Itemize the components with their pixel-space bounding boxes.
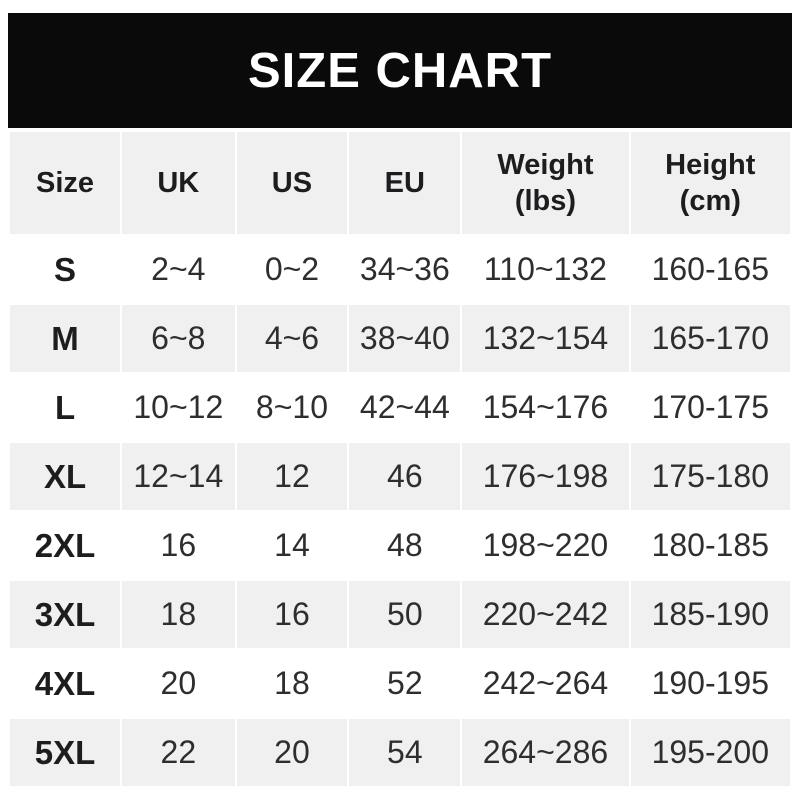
height-cell: 190-195 <box>651 665 769 701</box>
us-cell: 4~6 <box>236 305 348 372</box>
size-chart-table: Size UK US EU Weight (lbs) <box>8 130 792 788</box>
us-cell: 0~2 <box>264 251 320 287</box>
eu-cell: 38~40 <box>349 305 461 372</box>
column-header-label: Weight <box>497 148 594 181</box>
height-cell: 175-180 <box>630 443 790 510</box>
eu-cell: 46 <box>349 443 461 510</box>
eu-cell: 50 <box>349 581 461 648</box>
uk-cell: 16 <box>160 527 197 563</box>
page-title: SIZE CHART <box>248 43 552 98</box>
column-header-label: Height <box>665 148 756 181</box>
weight-cell: 198~220 <box>482 527 609 563</box>
table-row-xl: XL 12~14 12 46 176~198 175-180 <box>10 443 790 510</box>
uk-cell: 2~4 <box>151 251 206 287</box>
table-row-2xl: 2XL 16 14 48 198~220 180-185 <box>10 512 790 579</box>
us-cell: 20 <box>236 719 348 786</box>
weight-cell: 110~132 <box>483 251 607 287</box>
table-row-l: L 10~12 8~10 42~44 154~176 170-175 <box>10 374 790 441</box>
column-header-sublabel: (lbs) <box>514 185 577 217</box>
column-header-sublabel: (cm) <box>679 185 741 217</box>
eu-cell: 52 <box>387 665 423 701</box>
size-cell: 3XL <box>10 581 121 648</box>
height-cell: 185-190 <box>630 581 790 648</box>
uk-cell: 6~8 <box>122 305 235 372</box>
eu-cell: 48 <box>387 527 423 563</box>
weight-cell: 220~242 <box>462 581 629 648</box>
weight-cell: 154~176 <box>482 389 609 425</box>
eu-cell: 34~36 <box>359 251 450 287</box>
size-cell: XL <box>10 443 121 510</box>
us-cell: 8~10 <box>255 389 328 425</box>
column-header-label: UK <box>157 166 200 199</box>
size-cell: M <box>10 305 121 372</box>
size-cell: 5XL <box>10 719 121 786</box>
weight-cell: 132~154 <box>462 305 629 372</box>
column-header-label: US <box>271 166 313 199</box>
uk-cell: 10~12 <box>133 389 224 425</box>
weight-cell: 176~198 <box>462 443 629 510</box>
us-cell: 18 <box>274 665 310 701</box>
height-cell: 165-170 <box>630 305 790 372</box>
title-banner: SIZE CHART <box>8 13 792 128</box>
table-row-m: M 6~8 4~6 38~40 132~154 165-170 <box>10 305 790 372</box>
table-row-s: S 2~4 0~2 34~36 110~132 160-165 <box>10 236 790 303</box>
height-cell: 170-175 <box>651 389 769 425</box>
column-header-size: Size <box>10 132 121 234</box>
column-header-weight: Weight (lbs) <box>462 132 629 234</box>
us-cell: 14 <box>274 527 310 563</box>
uk-cell: 12~14 <box>122 443 235 510</box>
size-cell: 2XL <box>34 526 96 564</box>
column-header-eu: EU <box>349 132 461 234</box>
size-cell: 4XL <box>34 664 96 702</box>
uk-cell: 18 <box>122 581 235 648</box>
us-cell: 12 <box>236 443 348 510</box>
eu-cell: 54 <box>349 719 461 786</box>
column-header-label: EU <box>384 166 425 199</box>
size-cell: S <box>54 250 77 288</box>
uk-cell: 22 <box>122 719 235 786</box>
us-cell: 16 <box>236 581 348 648</box>
column-header-us: US <box>236 132 348 234</box>
column-header-height: Height (cm) <box>630 132 790 234</box>
height-cell: 195-200 <box>630 719 790 786</box>
header-row: Size UK US EU Weight (lbs) <box>10 132 790 234</box>
weight-cell: 264~286 <box>462 719 629 786</box>
table-row-4xl: 4XL 20 18 52 242~264 190-195 <box>10 650 790 717</box>
uk-cell: 20 <box>160 665 197 701</box>
size-cell: L <box>54 388 76 426</box>
column-header-uk: UK <box>122 132 235 234</box>
column-header-label: Size <box>36 166 95 199</box>
eu-cell: 42~44 <box>359 389 450 425</box>
table-row-3xl: 3XL 18 16 50 220~242 185-190 <box>10 581 790 648</box>
weight-cell: 242~264 <box>482 665 609 701</box>
height-cell: 180-185 <box>651 527 769 563</box>
table-row-5xl: 5XL 22 20 54 264~286 195-200 <box>10 719 790 786</box>
height-cell: 160-165 <box>651 251 769 287</box>
